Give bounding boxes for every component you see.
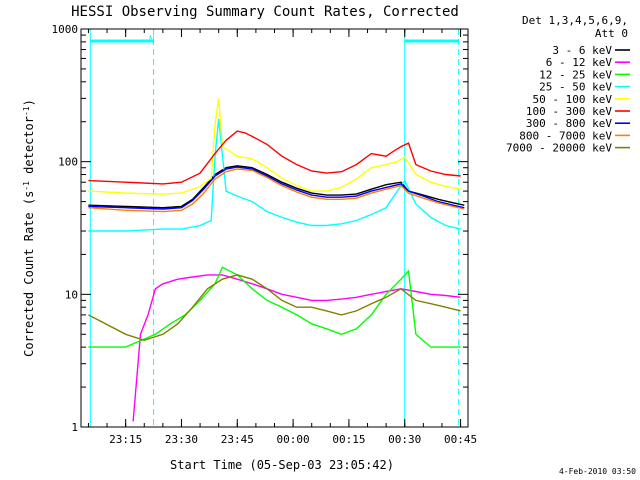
legend-label: 12 - 25 keV <box>539 68 612 81</box>
legend-label: 3 - 6 keV <box>552 44 612 57</box>
chart-title: HESSI Observing Summary Count Rates, Cor… <box>71 4 459 20</box>
y-tick-label: 1 <box>71 421 78 434</box>
series-line-9 <box>88 274 461 342</box>
x-tick-label: 00:15 <box>332 433 365 446</box>
series-line-7 <box>88 166 465 210</box>
legend-label: 6 - 12 keV <box>546 56 613 69</box>
legend-label: 7000 - 20000 keV <box>506 142 612 155</box>
y-axis-label-mid: detector <box>22 116 36 181</box>
series-line-5 <box>88 98 461 195</box>
y-tick-label: 10 <box>65 288 78 301</box>
y-axis-label-sup2: -1 <box>22 106 31 116</box>
x-tick-label: 00:45 <box>444 433 477 446</box>
y-axis-label-main: Corrected Count Rate (s <box>22 191 36 357</box>
x-tick-label: 00:30 <box>388 433 421 446</box>
legend-label: 100 - 300 keV <box>526 105 612 118</box>
footer-date: 4-Feb-2010 03:50 <box>559 467 636 476</box>
plot-frame <box>80 28 469 428</box>
series-line-8 <box>88 168 465 213</box>
legend-label: 25 - 50 keV <box>539 81 612 94</box>
x-tick-label: 23:45 <box>221 433 254 446</box>
night-boundary-lines <box>89 29 460 427</box>
legend-header-1: Det 1,3,4,5,6,9, <box>522 14 628 27</box>
x-tick-label: 00:00 <box>277 433 310 446</box>
y-axis: 1 10 100 1000 <box>52 23 468 434</box>
y-tick-label: 1000 <box>52 23 79 36</box>
attenuator-flag: N <box>149 35 154 45</box>
x-tick-label: 23:15 <box>109 433 142 446</box>
legend-label: 50 - 100 keV <box>533 93 613 106</box>
y-axis-label-end: ) <box>22 99 36 106</box>
legend-label: 800 - 7000 keV <box>519 129 612 142</box>
legend-header-2: Att 0 <box>595 27 628 40</box>
x-axis: 23:15 23:30 23:45 00:00 00:15 00:30 00:45 <box>87 29 477 446</box>
legend-label: 300 - 800 keV <box>526 117 612 130</box>
series-line-6 <box>88 130 461 185</box>
y-axis-label: Corrected Count Rate (s-1 detector-1) <box>22 99 37 357</box>
y-tick-label: 100 <box>58 156 78 169</box>
series-line-4 <box>88 118 461 232</box>
y-axis-label-sup1: -1 <box>22 181 31 191</box>
series-layer <box>88 98 465 422</box>
x-tick-label: 23:30 <box>165 433 198 446</box>
x-axis-label: Start Time (05-Sep-03 23:05:42) <box>170 458 394 472</box>
